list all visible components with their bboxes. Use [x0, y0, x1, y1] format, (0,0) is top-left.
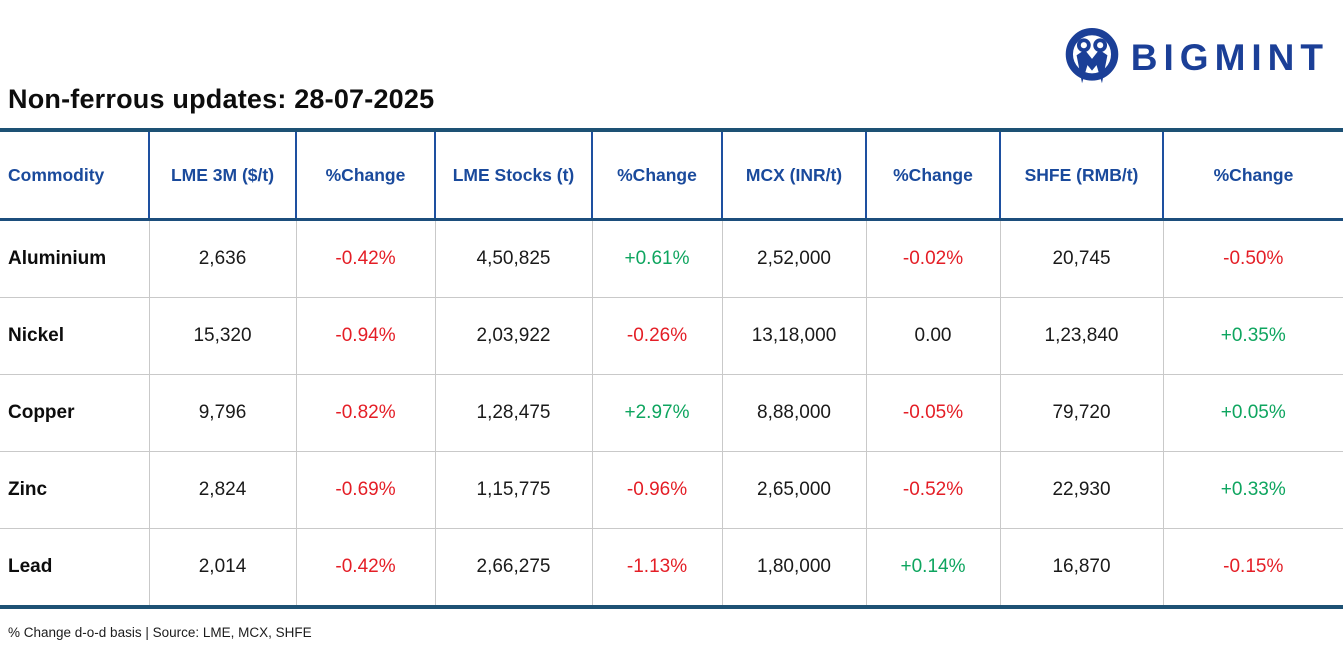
change-cell: -0.94%: [296, 297, 436, 375]
header-cell-7: SHFE (RMB/t): [1000, 130, 1164, 221]
table-row-zinc: Zinc 2,824 -0.69% 1,15,775 -0.96% 2,65,000 -0.…: [0, 451, 1343, 529]
header-cell-6: %Change: [866, 130, 1001, 221]
change-cell: -0.82%: [296, 374, 436, 452]
value-cell: 79,720: [1000, 374, 1164, 452]
value-cell: 1,15,775: [435, 451, 593, 529]
table-row-lead: Lead 2,014 -0.42% 2,66,275 -1.13% 1,80,000 +0.…: [0, 528, 1343, 607]
brand-name: BIGMINT: [1130, 36, 1329, 78]
value-cell: 2,66,275: [435, 528, 593, 607]
value-cell: 13,18,000: [722, 297, 867, 375]
non-ferrous-table: Commodity LME 3M ($/t) %Change LME Stocks (…: [0, 128, 1343, 609]
change-cell: -0.26%: [592, 297, 723, 375]
footer-note: % Change d-o-d basis | Source: LME, MCX,…: [8, 625, 312, 640]
commodity-cell: Lead: [0, 528, 150, 607]
header-cell-0: Commodity: [0, 130, 150, 221]
change-cell: -1.13%: [592, 528, 723, 607]
header-cell-4: %Change: [592, 130, 723, 221]
commodity-cell: Aluminium: [0, 219, 150, 298]
change-cell: +0.33%: [1163, 451, 1343, 529]
table-row-copper: Copper 9,796 -0.82% 1,28,475 +2.97% 8,88,000-…: [0, 374, 1343, 452]
table-row-aluminium: Aluminium 2,636 -0.42% 4,50,825 +0.61% 2,52,0…: [0, 219, 1343, 298]
change-cell: -0.42%: [296, 528, 436, 607]
value-cell: 2,824: [149, 451, 297, 529]
header-cell-3: LME Stocks (t): [435, 130, 593, 221]
change-cell: +0.05%: [1163, 374, 1343, 452]
table-row-nickel: Nickel 15,320 -0.94% 2,03,922 -0.26% 13,18,00…: [0, 297, 1343, 375]
table-body: Aluminium 2,636 -0.42% 4,50,825 +0.61% 2,52,0…: [0, 219, 1343, 607]
commodity-cell: Copper: [0, 374, 150, 452]
header-cell-2: %Change: [296, 130, 436, 221]
change-cell: -0.05%: [866, 374, 1001, 452]
header-cell-5: MCX (INR/t): [722, 130, 867, 221]
change-cell: -0.69%: [296, 451, 436, 529]
value-cell: 1,80,000: [722, 528, 867, 607]
header-row: Commodity LME 3M ($/t) %Change LME Stocks (…: [0, 130, 1343, 221]
change-cell: +2.97%: [592, 374, 723, 452]
change-cell: -0.52%: [866, 451, 1001, 529]
value-cell: 2,65,000: [722, 451, 867, 529]
value-cell: 16,870: [1000, 528, 1164, 607]
bigmint-people-circle-icon: [1065, 28, 1119, 84]
header-cell-1: LME 3M ($/t): [149, 130, 297, 221]
change-cell: -0.96%: [592, 451, 723, 529]
value-cell: 2,52,000: [722, 219, 867, 298]
value-cell: 1,28,475: [435, 374, 593, 452]
page-title: Non-ferrous updates: 28-07-2025: [8, 84, 435, 114]
change-cell: -0.50%: [1163, 219, 1343, 298]
value-cell: 22,930: [1000, 451, 1164, 529]
change-cell: -0.02%: [866, 219, 1001, 298]
commodity-cell: Zinc: [0, 451, 150, 529]
brand-logo: BIGMINT: [1063, 26, 1329, 88]
value-cell: 15,320: [149, 297, 297, 375]
change-cell: +0.35%: [1163, 297, 1343, 375]
change-cell: -0.42%: [296, 219, 436, 298]
value-cell: 2,014: [149, 528, 297, 607]
change-cell: +0.14%: [866, 528, 1001, 607]
change-cell: 0.00: [866, 297, 1001, 375]
value-cell: 20,745: [1000, 219, 1164, 298]
change-cell: -0.15%: [1163, 528, 1343, 607]
commodity-cell: Nickel: [0, 297, 150, 375]
table-header: Commodity LME 3M ($/t) %Change LME Stocks (…: [0, 130, 1343, 221]
change-cell: +0.61%: [592, 219, 723, 298]
value-cell: 8,88,000: [722, 374, 867, 452]
value-cell: 4,50,825: [435, 219, 593, 298]
value-cell: 1,23,840: [1000, 297, 1164, 375]
value-cell: 2,03,922: [435, 297, 593, 375]
header-cell-8: %Change: [1163, 130, 1343, 221]
value-cell: 2,636: [149, 219, 297, 298]
value-cell: 9,796: [149, 374, 297, 452]
